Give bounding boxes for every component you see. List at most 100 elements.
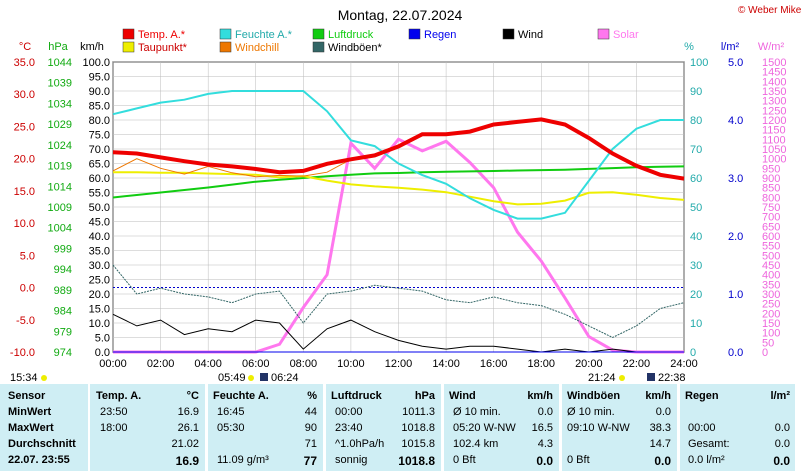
- solar-tick: 1250: [762, 105, 786, 117]
- table-header: Regen: [685, 390, 719, 402]
- solar-tick: 1450: [762, 67, 786, 79]
- table-cell: 1011.3: [402, 406, 435, 418]
- humidity-tick: 10: [690, 318, 702, 330]
- time-tick: 18:00: [527, 358, 555, 370]
- table-row-label: Durchschnitt: [8, 438, 76, 450]
- table-row-label: 22.07. 23:55: [8, 454, 70, 466]
- humidity-tick: 60: [690, 173, 702, 185]
- kmh-tick: 30.0: [89, 260, 110, 272]
- hpa-tick: 1024: [48, 140, 72, 152]
- legend-swatch: [122, 28, 135, 40]
- table-cell: Ø 10 min.: [567, 406, 615, 418]
- solar-axis-unit: W/m²: [758, 41, 785, 53]
- table-cell: 0.0: [537, 406, 553, 418]
- kmh-tick: 10.0: [89, 318, 110, 330]
- table-cell: 0.0: [773, 454, 790, 468]
- table-cell: 0 Bft: [453, 454, 476, 466]
- sun-moon-markers: 15:34 05:49 06:24 21:24 22:38: [10, 372, 686, 384]
- table-header: km/h: [527, 390, 553, 402]
- kmh-tick: 35.0: [89, 246, 110, 258]
- table-cell: sonnig: [335, 454, 368, 466]
- hpa-tick: 979: [54, 326, 72, 338]
- solar-tick: 550: [762, 241, 780, 253]
- table-cell: 23:50: [100, 406, 128, 418]
- legend-label: Regen: [424, 29, 456, 41]
- legend-label: Windchill: [235, 42, 279, 54]
- sunrise-icon: [248, 375, 254, 381]
- axis-labels: °C hPa km/h% l/m² W/m² 35.0 30.0 25.0 20.0 15.0 10…: [10, 41, 787, 370]
- table-header: hPa: [414, 390, 435, 402]
- table-column: [562, 384, 677, 471]
- summary-table: Sensor Temp. A. °C Feuchte A.% Luftdruck hPa W…: [0, 384, 810, 471]
- sunrise-time: 05:49: [218, 372, 246, 384]
- humidity-tick: 0: [690, 347, 696, 359]
- table-cell: 0.0: [536, 454, 553, 468]
- table-header: l/m²: [770, 390, 790, 402]
- plot-area: [112, 61, 685, 354]
- hpa-tick: 1019: [48, 161, 72, 173]
- rain-tick: 4.0: [728, 115, 743, 127]
- humidity-axis-unit: %: [684, 41, 694, 53]
- kmh-tick: 100.0: [82, 57, 110, 69]
- temp-tick: 25.0: [14, 121, 35, 133]
- table-column: [208, 384, 323, 471]
- table-cell: 4.3: [537, 438, 553, 450]
- temp-tick: 0.0: [20, 283, 35, 295]
- solar-tick: 800: [762, 192, 780, 204]
- kmh-tick: 5.0: [95, 333, 110, 345]
- table-header: Sensor: [8, 390, 46, 402]
- table-cell: 0.0: [774, 438, 790, 450]
- time-tick: 02:00: [147, 358, 175, 370]
- kmh-tick: 50.0: [89, 202, 110, 214]
- temp-axis-unit: °C: [19, 41, 31, 53]
- table-header: Wind: [449, 390, 476, 402]
- solar-tick: 850: [762, 183, 780, 195]
- solar-tick: 1350: [762, 86, 786, 98]
- legend-label: Wind: [518, 29, 543, 41]
- kmh-tick: 45.0: [89, 217, 110, 229]
- weather-chart: Montag, 22.07.2024 © Weber Mike Temp. A.…: [10, 5, 802, 384]
- table-cell: 21.02: [171, 438, 199, 450]
- legend-swatch: [122, 41, 135, 53]
- table-header: Feuchte A.: [213, 390, 269, 402]
- kmh-tick: 25.0: [89, 275, 110, 287]
- table-cell: 1015.8: [401, 438, 435, 450]
- legend-swatch: [597, 28, 610, 40]
- kmh-tick: 40.0: [89, 231, 110, 243]
- humidity-tick: 40: [690, 231, 702, 243]
- time-tick: 16:00: [480, 358, 508, 370]
- rain-tick: 1.0: [728, 289, 743, 301]
- legend-label: Feuchte A.*: [235, 29, 293, 41]
- hpa-tick: 989: [54, 285, 72, 297]
- sun-icon: [41, 375, 47, 381]
- solar-tick: 1100: [762, 134, 786, 146]
- solar-tick: 700: [762, 212, 780, 224]
- kmh-tick: 90.0: [89, 86, 110, 98]
- humidity-tick: 20: [690, 289, 702, 301]
- table-cell: 1018.8: [398, 454, 435, 468]
- hpa-tick: 974: [54, 347, 72, 359]
- rain-axis-unit: l/m²: [721, 41, 740, 53]
- legend-swatch: [312, 41, 325, 53]
- kmh-tick: 80.0: [89, 115, 110, 127]
- time-tick: 14:00: [432, 358, 460, 370]
- table-cell: 77: [303, 454, 317, 468]
- solar-tick: 1400: [762, 76, 786, 88]
- table-cell: ^1.0hPa/h: [335, 438, 385, 450]
- moonset-icon: [647, 373, 655, 381]
- hpa-tick: 1029: [48, 119, 72, 131]
- kmh-tick: 65.0: [89, 159, 110, 171]
- table-cell: 16.9: [177, 406, 199, 418]
- moon-time-left: 15:34: [10, 372, 38, 384]
- hpa-tick: 984: [54, 306, 72, 318]
- hpa-tick: 1014: [48, 181, 72, 193]
- solar-tick: 950: [762, 163, 780, 175]
- kmh-tick: 70.0: [89, 144, 110, 156]
- solar-tick: 1200: [762, 115, 786, 127]
- table-cell: 14.7: [649, 438, 671, 450]
- table-row-label: MinWert: [8, 406, 52, 418]
- solar-tick: 500: [762, 250, 780, 262]
- table-header: km/h: [645, 390, 671, 402]
- hpa-axis-unit: hPa: [48, 41, 68, 53]
- legend-label: Taupunkt*: [138, 42, 188, 54]
